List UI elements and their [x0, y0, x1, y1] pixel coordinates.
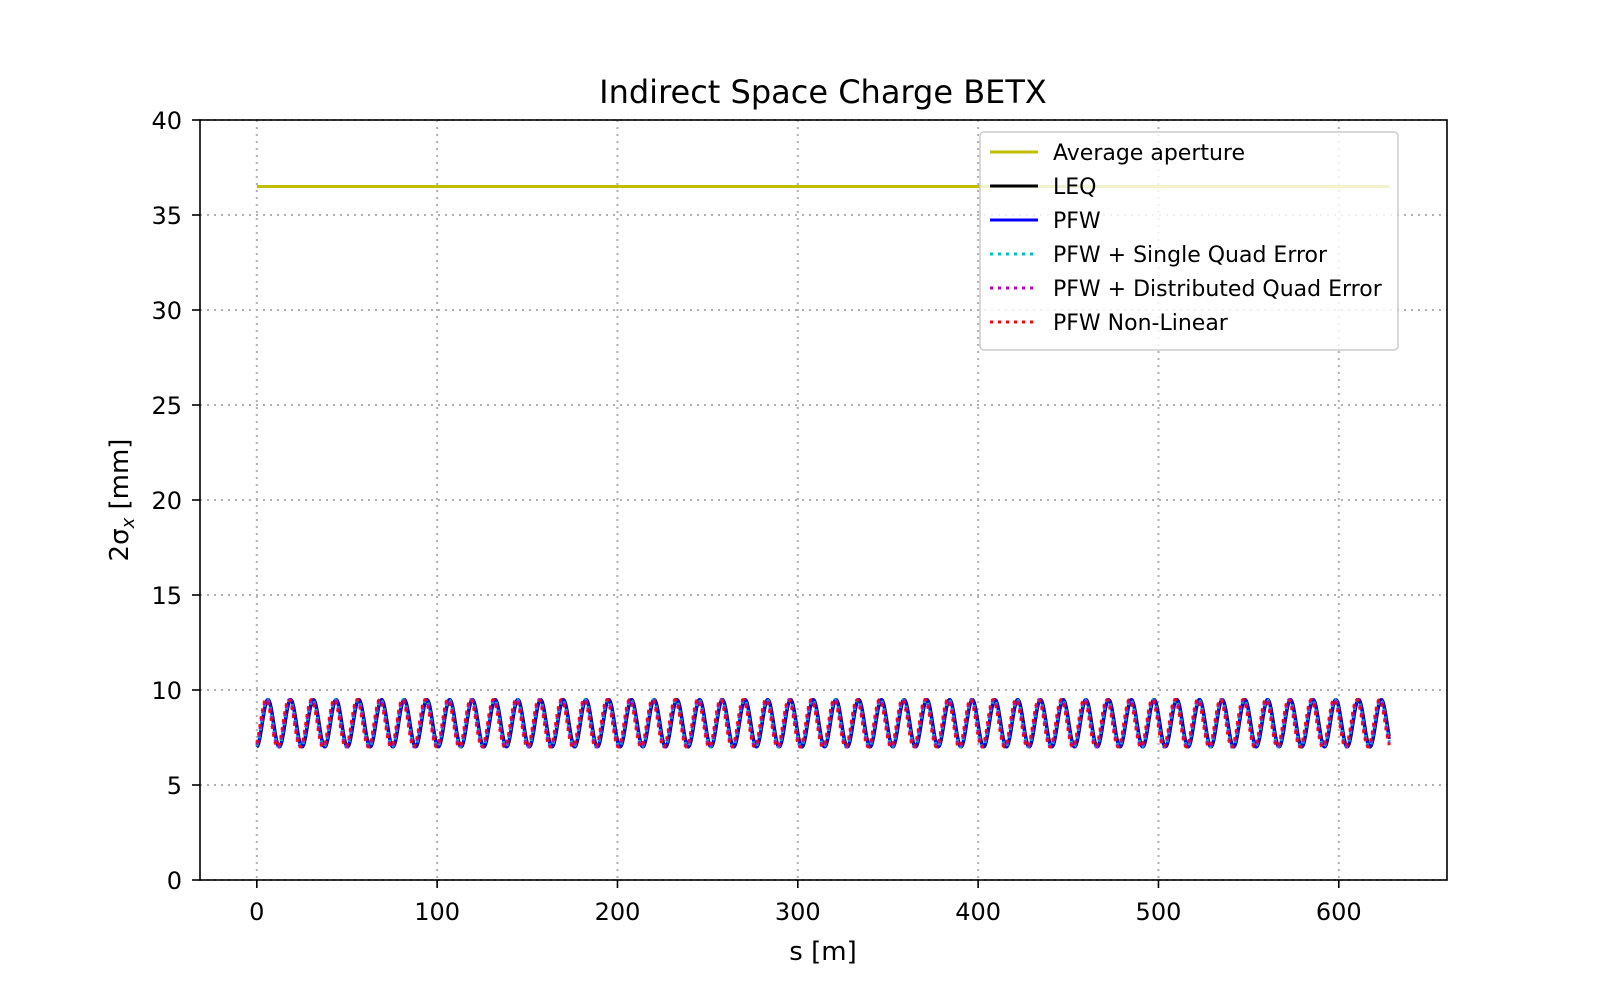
legend-label: PFW: [1053, 209, 1101, 234]
x-tick-label: 500: [1136, 898, 1182, 926]
y-axis-label-unit: [mm]: [105, 439, 135, 518]
y-axis-label-main: 2σ: [105, 528, 135, 561]
x-axis: 0 100 200 300 400 500 600: [249, 880, 1362, 926]
x-axis-label: s [m]: [789, 937, 856, 967]
x-tick-label: 400: [955, 898, 1001, 926]
legend-label: LEQ: [1053, 175, 1096, 200]
y-tick-label: 30: [151, 297, 182, 325]
x-tick-label: 0: [249, 898, 264, 926]
y-tick-label: 0: [167, 867, 182, 895]
y-tick-label: 15: [151, 582, 182, 610]
y-tick-label: 40: [151, 107, 182, 135]
y-axis-label: 2σx [mm]: [105, 439, 139, 562]
legend-label: PFW Non-Linear: [1053, 311, 1229, 336]
y-tick-label: 20: [151, 487, 182, 515]
legend-label: PFW + Distributed Quad Error: [1053, 277, 1383, 302]
y-tick-label: 25: [151, 392, 182, 420]
x-tick-label: 200: [595, 898, 641, 926]
legend-box: [979, 131, 1399, 351]
x-tick-label: 100: [414, 898, 460, 926]
y-axis: 0 5 10 15 20 25 30 35 40: [151, 107, 200, 895]
y-tick-label: 5: [167, 772, 182, 800]
x-tick-label: 600: [1316, 898, 1362, 926]
chart-title: Indirect Space Charge BETX: [599, 73, 1047, 111]
y-tick-label: 10: [151, 677, 182, 705]
legend-label: PFW + Single Quad Error: [1053, 243, 1328, 268]
legend-label: Average aperture: [1053, 141, 1245, 166]
y-tick-label: 35: [151, 202, 182, 230]
x-tick-label: 300: [775, 898, 821, 926]
y-axis-label-subscript: x: [118, 517, 139, 529]
legend: Average aperture LEQ PFW PFW + Single Quad …: [979, 131, 1399, 351]
